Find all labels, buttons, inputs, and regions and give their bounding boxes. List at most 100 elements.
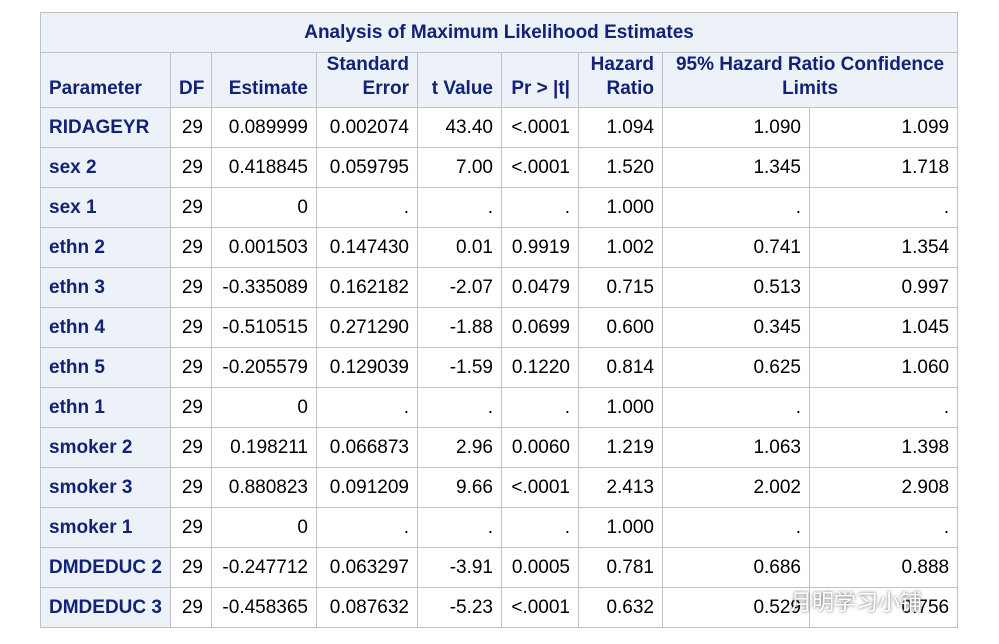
cell: 0.091209 (316, 467, 418, 508)
column-header: Estimate (211, 52, 317, 108)
cell: 0.9919 (501, 227, 579, 268)
parameter-name: ethn 5 (40, 347, 171, 388)
cell: 0.198211 (211, 427, 317, 468)
cell: 0.880823 (211, 467, 317, 508)
parameter-name: RIDAGEYR (40, 107, 171, 148)
data-row: ethn 5 29 -0.205579 0.129039 -1.59 0.1220 0.81… (40, 347, 959, 388)
parameter-name: smoker 3 (40, 467, 171, 508)
table-head: Analysis of Maximum Likelihood Estimates… (39, 12, 959, 108)
cell: -0.458365 (211, 587, 317, 628)
cell: 29 (170, 147, 212, 188)
cell: 29 (170, 507, 212, 548)
cell: . (808, 507, 959, 548)
cell: 0.781 (578, 547, 663, 588)
cell: . (662, 387, 810, 428)
cell: 1.000 (578, 187, 663, 228)
data-row: ethn 2 29 0.001503 0.147430 0.01 0.9919 1.002 0… (40, 227, 959, 268)
cell: -0.247712 (211, 547, 317, 588)
cell: 29 (170, 387, 212, 428)
cell: . (662, 507, 810, 548)
cell: 0.529 (662, 587, 810, 628)
data-row: smoker 3 29 0.880823 0.091209 9.66 <.0001 2.41… (40, 467, 959, 508)
parameter-name: ethn 4 (40, 307, 171, 348)
cell: 1.063 (662, 427, 810, 468)
parameter-name: sex 1 (40, 187, 171, 228)
parameter-name: sex 2 (40, 147, 171, 188)
cell: 0.814 (578, 347, 663, 388)
cell: 7.00 (417, 147, 502, 188)
cell: 0.066873 (316, 427, 418, 468)
column-header: DF (170, 52, 212, 108)
cell: 2.413 (578, 467, 663, 508)
column-header: Pr > |t| (501, 52, 579, 108)
cell: 0.418845 (211, 147, 317, 188)
cell: -0.205579 (211, 347, 317, 388)
data-row: ethn 3 29 -0.335089 0.162182 -2.07 0.0479 0.71… (40, 267, 959, 308)
cell: 0.087632 (316, 587, 418, 628)
cell: . (417, 187, 502, 228)
cell: 1.045 (808, 307, 959, 348)
cell: . (417, 387, 502, 428)
cell: 0.001503 (211, 227, 317, 268)
column-header: 95% Hazard Ratio Confidence Limits (661, 52, 959, 108)
cell: <.0001 (501, 147, 579, 188)
parameter-name: ethn 3 (40, 267, 171, 308)
data-row: smoker 1 29 0... 1.000.. (40, 507, 959, 548)
cell: -2.07 (417, 267, 502, 308)
cell: 29 (170, 307, 212, 348)
cell: 1.000 (578, 387, 663, 428)
cell: 0.888 (808, 547, 959, 588)
data-row: DMDEDUC 2 29 -0.247712 0.063297 -3.91 0.0005 0… (40, 547, 959, 588)
data-row: DMDEDUC 3 29 -0.458365 0.087632 -5.23 <.0001 0… (40, 587, 959, 628)
cell: 0 (211, 507, 317, 548)
cell: . (501, 507, 579, 548)
cell: 29 (170, 347, 212, 388)
cell: 1.060 (808, 347, 959, 388)
table-title: Analysis of Maximum Likelihood Estimates (39, 12, 959, 53)
cell: -1.59 (417, 347, 502, 388)
cell: 0 (211, 187, 317, 228)
cell: 0.0060 (501, 427, 579, 468)
cell: 0.600 (578, 307, 663, 348)
cell: 0.513 (662, 267, 810, 308)
cell: 0.271290 (316, 307, 418, 348)
cell: . (501, 187, 579, 228)
title-row: Analysis of Maximum Likelihood Estimates (39, 12, 959, 53)
cell: 29 (170, 587, 212, 628)
cell: . (808, 187, 959, 228)
cell: 0.059795 (316, 147, 418, 188)
cell: . (417, 507, 502, 548)
column-header: Hazard Ratio (578, 52, 663, 108)
cell: 29 (170, 467, 212, 508)
column-header: t Value (417, 52, 502, 108)
cell: 1.718 (808, 147, 959, 188)
cell: -0.510515 (211, 307, 317, 348)
cell: 1.520 (578, 147, 663, 188)
cell: 0.756 (808, 587, 959, 628)
parameter-name: smoker 1 (40, 507, 171, 548)
cell: 29 (170, 427, 212, 468)
cell: . (662, 187, 810, 228)
cell: 0.002074 (316, 107, 418, 148)
cell: 0.01 (417, 227, 502, 268)
cell: 43.40 (417, 107, 502, 148)
cell: <.0001 (501, 587, 579, 628)
cell: . (808, 387, 959, 428)
data-row: ethn 1 29 0... 1.000.. (40, 387, 959, 428)
cell: <.0001 (501, 467, 579, 508)
estimates-table: Analysis of Maximum Likelihood Estimates… (39, 12, 959, 628)
parameter-name: DMDEDUC 3 (40, 587, 171, 628)
cell: 1.099 (808, 107, 959, 148)
cell: . (316, 507, 418, 548)
cell: 0.715 (578, 267, 663, 308)
cell: 29 (170, 267, 212, 308)
cell: 0.686 (662, 547, 810, 588)
cell: 0.741 (662, 227, 810, 268)
cell: 0.997 (808, 267, 959, 308)
cell: 1.398 (808, 427, 959, 468)
cell: 1.002 (578, 227, 663, 268)
cell: 2.908 (808, 467, 959, 508)
cell: . (316, 187, 418, 228)
cell: 2.002 (662, 467, 810, 508)
cell: 0.147430 (316, 227, 418, 268)
